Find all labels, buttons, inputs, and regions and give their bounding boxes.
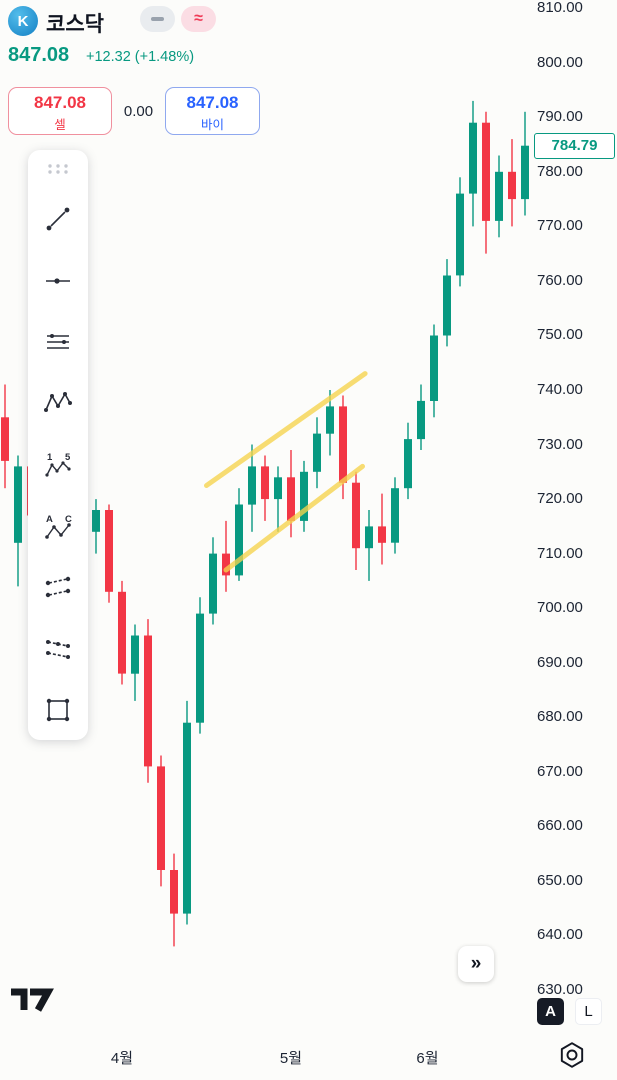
kosdaq-logo-icon: K: [8, 6, 38, 36]
candle-body: [430, 335, 438, 401]
xabcd-pattern-icon: [44, 392, 72, 413]
svg-text:5: 5: [65, 452, 71, 463]
candle-body: [105, 510, 113, 592]
candle-body: [1, 417, 9, 461]
trend-line-icon: [46, 207, 70, 231]
last-price-badge: 784.79: [534, 132, 615, 159]
candle-body: [144, 635, 152, 767]
candle-body: [209, 553, 217, 614]
line-style-toggle[interactable]: [140, 6, 175, 32]
candle-body: [196, 613, 204, 723]
elliott-wave-icon: 1 5: [45, 452, 71, 477]
tool-parallel-lines[interactable]: [36, 322, 80, 362]
candle-body: [274, 477, 282, 500]
tool-abc-correction[interactable]: A C: [36, 506, 80, 546]
candle-body: [469, 122, 477, 194]
svg-text:1: 1: [47, 452, 53, 463]
log-scale-button[interactable]: L: [575, 998, 602, 1025]
candle-body: [391, 488, 399, 543]
candle-body: [118, 591, 126, 674]
candle-body: [404, 439, 412, 489]
sell-price: 847.08: [34, 93, 86, 112]
auto-scale-button[interactable]: A: [537, 998, 564, 1025]
candle-body: [352, 482, 360, 549]
tool-polyline-channel[interactable]: [36, 629, 80, 669]
settings-hexagon-icon: [560, 1042, 584, 1068]
candle-body: [521, 145, 529, 200]
drag-dots-icon: [48, 164, 68, 174]
sell-label: 셀: [54, 118, 66, 132]
tool-xabcd-pattern[interactable]: [36, 383, 80, 423]
candle-body: [14, 466, 22, 543]
candle-body: [157, 766, 165, 870]
polyline-channel-icon: [46, 639, 70, 659]
candle-body: [92, 510, 100, 532]
tradingview-logo[interactable]: [8, 984, 54, 1019]
candle-body: [326, 406, 334, 434]
candle-body: [339, 406, 347, 483]
tool-rectangle[interactable]: [36, 690, 80, 730]
buy-price: 847.08: [186, 93, 239, 112]
buy-label: 바이: [200, 118, 224, 132]
chart-style-toggles: ≈: [140, 6, 216, 32]
change-value: +12.32: [86, 49, 131, 65]
wave-style-toggle[interactable]: ≈: [181, 6, 216, 32]
abc-correction-icon: A C: [45, 514, 72, 539]
buy-button[interactable]: 847.08 바이: [165, 87, 260, 135]
candle-body: [170, 870, 178, 914]
candle-body: [248, 466, 256, 505]
candle-body: [235, 504, 243, 576]
expand-toolbar-button[interactable]: »: [458, 946, 494, 982]
chart-settings-button[interactable]: [557, 1040, 587, 1075]
tool-horizontal-line[interactable]: [36, 261, 80, 301]
drawing-tools-panel: 1 5 A C: [28, 150, 88, 740]
panel-drag-handle[interactable]: [36, 160, 80, 178]
dash-icon: [151, 17, 164, 21]
sell-button[interactable]: 847.08 셀: [8, 87, 112, 135]
parallel-lines-icon: [47, 333, 69, 349]
candle-body: [495, 171, 503, 221]
candle-body: [131, 635, 139, 674]
candle-body: [300, 471, 308, 521]
symbol-change: +12.32 (+1.48%): [86, 49, 194, 65]
tool-elliott-wave[interactable]: 1 5: [36, 445, 80, 485]
spread-value: 0.00: [123, 102, 154, 120]
tradingview-logo-icon: [11, 988, 54, 1012]
svg-text:C: C: [65, 514, 72, 525]
tool-curve-channel[interactable]: [36, 567, 80, 607]
candle-body: [482, 122, 490, 221]
candle-body: [222, 553, 230, 576]
tool-trend-line[interactable]: [36, 199, 80, 239]
candle-body: [183, 722, 191, 914]
candle-body: [443, 275, 451, 336]
candle-body: [456, 193, 464, 276]
candle-body: [378, 526, 386, 543]
candle-body: [287, 477, 295, 521]
symbol-title[interactable]: 코스닥: [46, 13, 104, 36]
change-percent: (+1.48%): [134, 49, 195, 65]
channel-trend-line[interactable]: [223, 463, 365, 573]
candle-body: [313, 433, 321, 472]
candle-body: [417, 400, 425, 440]
symbol-price: 847.08: [8, 44, 70, 66]
svg-text:A: A: [46, 514, 53, 525]
horizontal-line-icon: [46, 278, 70, 284]
candle-body: [365, 526, 373, 549]
candle-body: [508, 171, 516, 200]
candle-body: [261, 466, 269, 500]
rectangle-icon: [46, 698, 70, 722]
curve-channel-icon: [45, 577, 71, 598]
channel-trend-line[interactable]: [204, 371, 368, 488]
